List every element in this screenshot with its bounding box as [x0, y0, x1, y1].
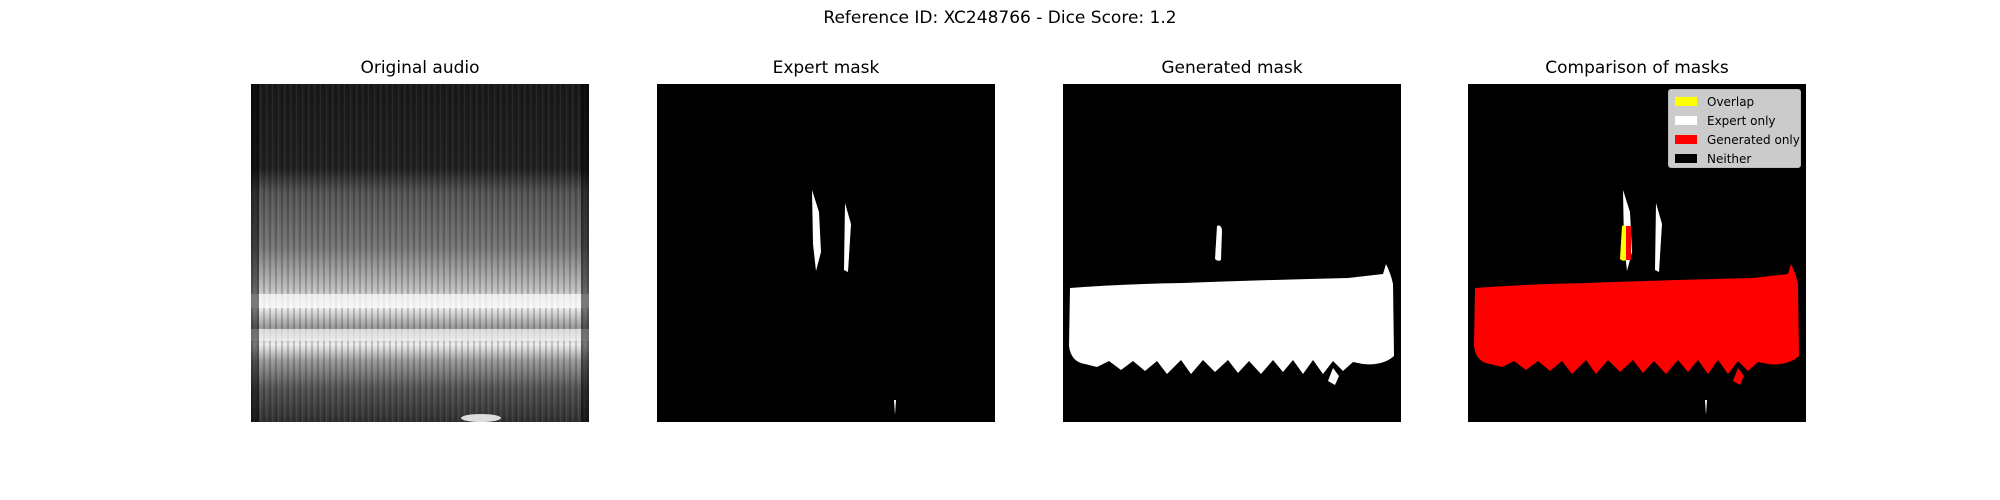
- panel-title-original-audio: Original audio: [360, 58, 480, 78]
- legend-label: Expert only: [1707, 113, 1776, 128]
- legend-label: Overlap: [1707, 94, 1755, 109]
- legend-label: Generated only: [1707, 132, 1800, 147]
- expert-mask-image: [657, 84, 995, 422]
- legend-item-overlap: Overlap: [1669, 92, 1800, 111]
- spectrogram-image: [251, 84, 589, 422]
- panel-title-expert-mask: Expert mask: [772, 58, 880, 78]
- legend-item-neither: Neither: [1669, 149, 1800, 168]
- legend-item-expert-only: Expert only: [1669, 111, 1800, 130]
- legend-swatch-expert-only: [1675, 116, 1697, 125]
- panel-title-generated-mask: Generated mask: [1161, 58, 1303, 78]
- legend-swatch-overlap: [1675, 97, 1697, 106]
- legend-swatch-generated-only: [1675, 135, 1697, 144]
- legend-swatch-neither: [1675, 154, 1697, 163]
- legend-item-generated-only: Generated only: [1669, 130, 1800, 149]
- legend-label: Neither: [1707, 151, 1752, 166]
- panel-title-comparison: Comparison of masks: [1545, 58, 1729, 78]
- legend: Overlap Expert only Generated only Neith…: [1668, 89, 1801, 168]
- comparison-mask-image: Overlap Expert only Generated only Neith…: [1468, 84, 1806, 422]
- figure-title: Reference ID: XC248766 - Dice Score: 1.2: [823, 8, 1177, 28]
- generated-mask-image: [1063, 84, 1401, 422]
